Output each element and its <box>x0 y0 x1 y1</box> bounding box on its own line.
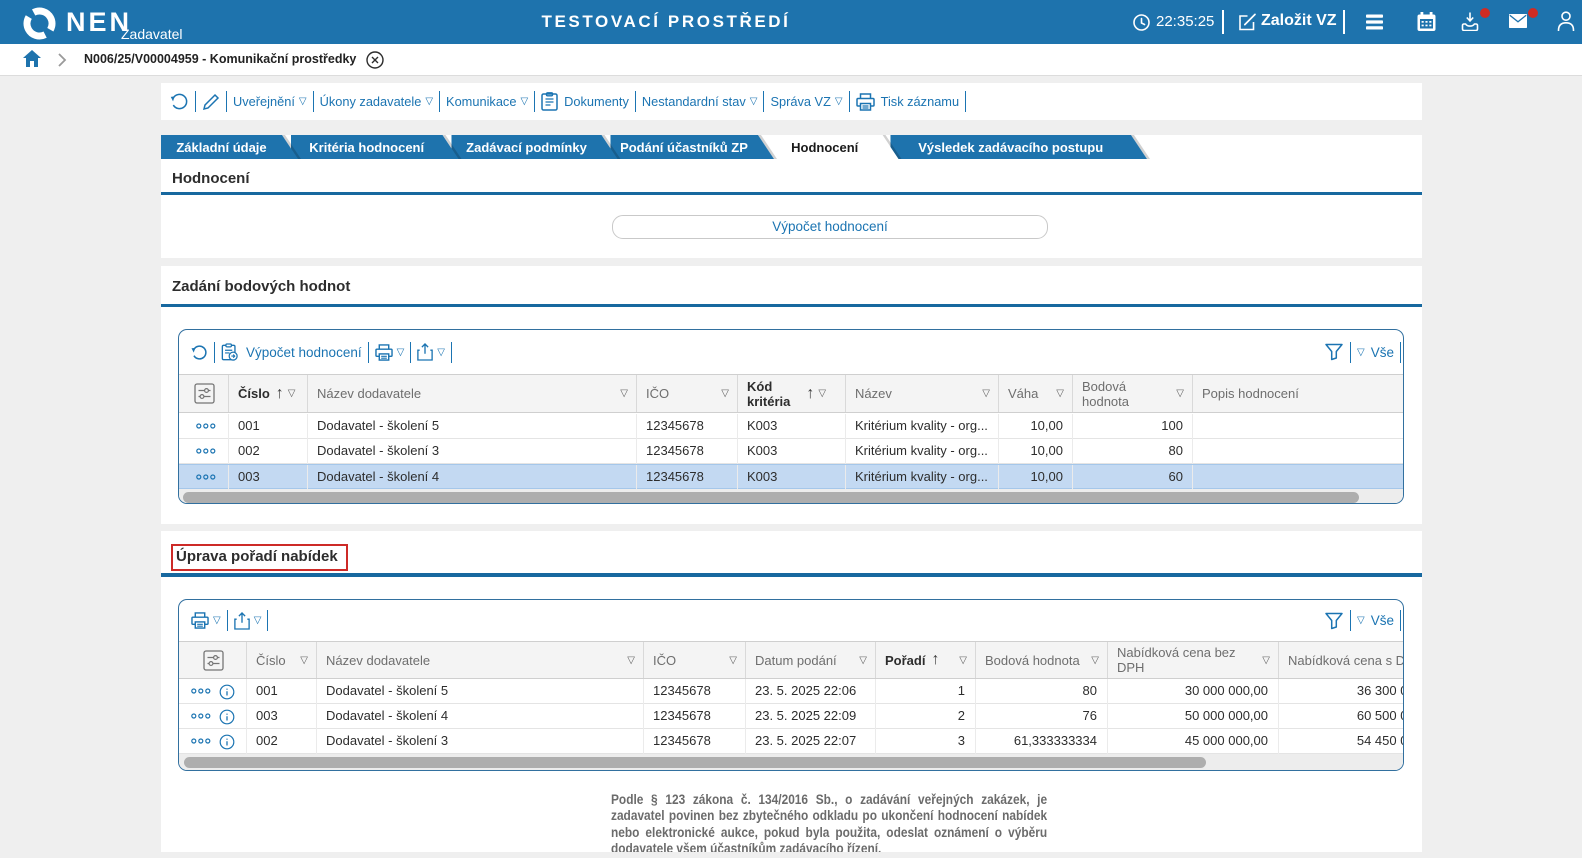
svg-text:Kritéria hodnocení: Kritéria hodnocení <box>309 140 424 155</box>
svg-text:Zadávací podmínky: Zadávací podmínky <box>466 140 587 155</box>
svg-text:Základní údaje: Základní údaje <box>176 140 266 155</box>
svg-text:Podání účastníků ZP: Podání účastníků ZP <box>620 140 748 155</box>
svg-text:Výsledek zadávacího postupu: Výsledek zadávacího postupu <box>918 140 1103 155</box>
svg-text:Hodnocení: Hodnocení <box>791 140 859 155</box>
